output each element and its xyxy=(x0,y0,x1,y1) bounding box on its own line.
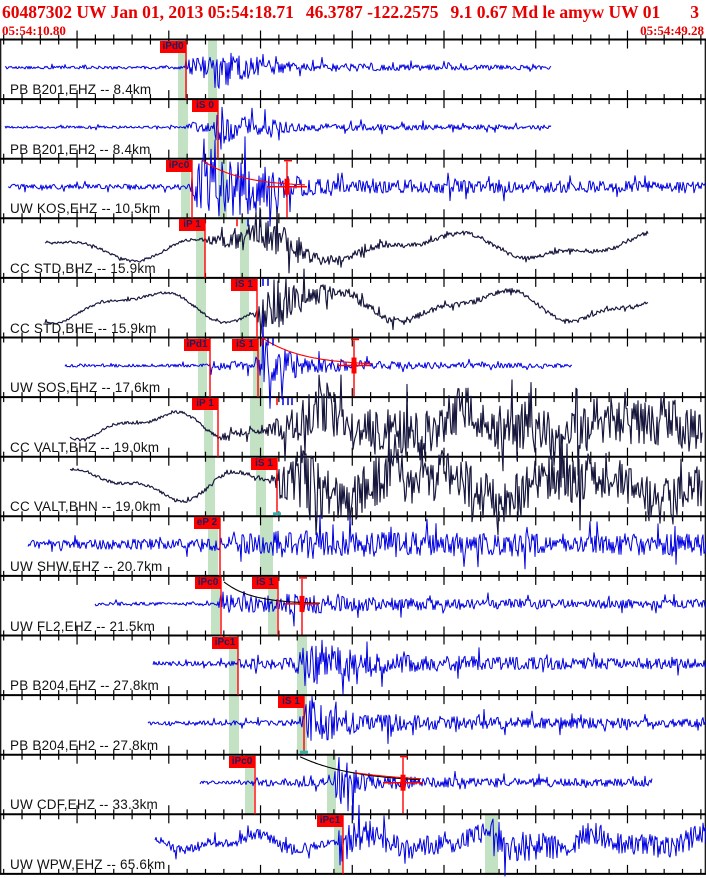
pick-flag[interactable]: eP 2 xyxy=(194,517,220,530)
pick-flag[interactable]: iP 1 xyxy=(192,398,218,411)
time-window-row: 05:54:10.80 05:54:49.28 xyxy=(2,23,704,39)
pick-window-band xyxy=(240,218,249,278)
trace-waveform xyxy=(152,639,706,695)
trace-waveform xyxy=(4,106,552,150)
pick-window-band xyxy=(178,39,187,100)
station-label: UW SHW,EHZ -- 20.7km xyxy=(10,558,163,574)
coda-cross-box[interactable] xyxy=(400,774,406,791)
pick-window-band xyxy=(229,635,238,696)
pick-window-band xyxy=(250,397,264,457)
pick-window-band xyxy=(204,397,213,457)
pick-flag[interactable]: iS 1 xyxy=(251,457,277,470)
band-bottom-mark xyxy=(300,750,308,754)
trace-waveform xyxy=(44,268,649,335)
pick-window-band xyxy=(205,456,215,517)
trace-waveform xyxy=(94,591,706,627)
pick-flag[interactable]: iPc1 xyxy=(317,815,343,828)
station-label: UW CDF,EHZ -- 33.3km xyxy=(10,797,159,813)
pick-window-band xyxy=(208,516,218,576)
station-label: CC STD,BHZ -- 15.9km xyxy=(10,260,156,276)
pick-window-band xyxy=(218,158,227,219)
trace-waveform xyxy=(147,695,706,745)
coda-cross-box[interactable] xyxy=(351,357,357,374)
band-bottom-mark xyxy=(273,512,281,516)
pick-window-band xyxy=(211,575,220,636)
pick-flag[interactable]: iPd1 xyxy=(184,338,210,351)
trace-waveform xyxy=(69,374,703,476)
trace-waveform xyxy=(4,52,552,89)
pick-window-band xyxy=(178,99,188,159)
trace-waveform xyxy=(69,434,703,536)
pick-window-band xyxy=(245,754,254,815)
station-label: PB B201,EHZ -- 8.4km xyxy=(10,82,152,98)
pick-flag[interactable]: iS 0 xyxy=(192,100,218,113)
trace-waveform xyxy=(27,514,706,570)
pick-window-band xyxy=(240,277,249,338)
trace-waveform xyxy=(44,207,649,274)
trace-waveform xyxy=(64,315,573,409)
pick-window-band xyxy=(198,337,207,398)
pick-flag[interactable]: iS 1 xyxy=(231,278,257,291)
station-label: UW WPW,EHZ -- 65.6km xyxy=(10,856,166,872)
event-id-origin: 60487302 UW Jan 01, 2013 05:54:18.71 xyxy=(2,2,294,22)
pick-flag[interactable]: iP 1 xyxy=(179,219,205,232)
pick-window-band xyxy=(297,635,307,696)
pick-flag[interactable]: iS 1 xyxy=(252,576,278,589)
station-label: PB B204,EH2 -- 27.8km xyxy=(10,737,159,753)
station-label: UW SOS,EHZ -- 17.6km xyxy=(10,380,161,396)
station-label: UW FL2,EHZ -- 21.5km xyxy=(10,618,156,634)
trace-waveform xyxy=(154,804,706,877)
coda-decay-curve xyxy=(299,756,421,781)
window-end-time: 05:54:49.28 xyxy=(640,23,704,38)
station-label: PB B201,EH2 -- 8.4km xyxy=(10,141,151,157)
station-label: CC VALT,BHN -- 19.0km xyxy=(10,499,161,515)
pick-window-band xyxy=(229,695,239,755)
pick-flag[interactable]: iPc0 xyxy=(229,755,255,768)
pick-flag[interactable]: iPd0 xyxy=(160,40,186,53)
event-version-count: 3 xyxy=(690,2,699,22)
pick-flag[interactable]: iS 1 xyxy=(232,338,258,351)
pick-window-band xyxy=(485,814,498,874)
event-magnitude-analyst: 9.1 0.67 Md le amyw UW 01 xyxy=(450,2,661,22)
station-label: PB B204,EHZ -- 27.8km xyxy=(10,678,160,694)
coda-cross-box[interactable] xyxy=(299,595,305,612)
pick-flag[interactable]: iPc1 xyxy=(212,636,238,649)
trace-waveform xyxy=(7,136,706,227)
pick-window-band xyxy=(256,456,266,517)
coda-cross-box[interactable] xyxy=(284,178,290,195)
trace-waveform xyxy=(199,757,653,820)
station-label: CC STD,BHE -- 15.9km xyxy=(10,320,157,336)
pick-flag[interactable]: iPc0 xyxy=(195,576,221,589)
station-label: CC VALT,BHZ -- 19.0km xyxy=(10,439,160,455)
pick-window-band xyxy=(208,39,217,100)
event-coordinates: 46.3787 -122.2575 xyxy=(305,2,439,22)
pick-window-band xyxy=(196,277,206,338)
window-start-time: 05:54:10.80 xyxy=(2,23,66,38)
pick-window-band xyxy=(196,218,205,278)
pick-window-band xyxy=(260,516,273,576)
pick-flag[interactable]: iPc0 xyxy=(166,159,192,172)
pick-flag[interactable]: iS 1 xyxy=(278,696,304,709)
station-label: UW KOS,EHZ -- 10.5km xyxy=(10,201,161,217)
event-header: 60487302 UW Jan 01, 2013 05:54:18.71 46.… xyxy=(2,2,703,23)
coda-decay-curve xyxy=(354,772,422,780)
